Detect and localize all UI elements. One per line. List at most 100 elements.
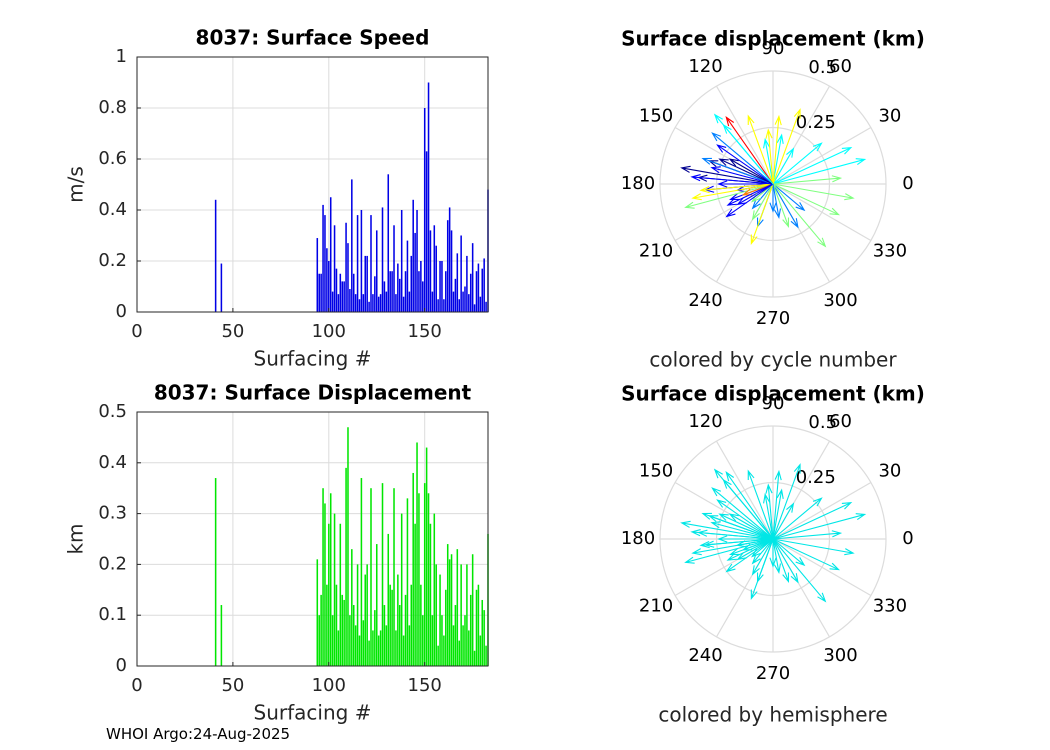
vector-arrow: [772, 497, 823, 540]
y-tick-label: 0.6: [98, 148, 127, 169]
bar: [377, 635, 380, 666]
bar: [402, 296, 405, 312]
bar: [418, 271, 420, 312]
angle-label: 150: [639, 106, 673, 127]
vector-arrow: [772, 147, 795, 185]
bar: [408, 625, 411, 666]
polar-chart-2: 0 30 60 90 120 150 180 210 240 270 300 330 0.25 0.5 Su…: [621, 382, 925, 727]
vector-arrow: [772, 538, 806, 567]
bar: [381, 207, 384, 312]
x-tick-label: 100: [312, 321, 346, 342]
vector-arrow: [769, 539, 777, 568]
polar-title: Surface displacement (km): [621, 382, 925, 406]
bar: [450, 554, 453, 666]
y-tick-label: 0.2: [98, 250, 127, 271]
bar: [320, 594, 322, 666]
vector-arrow: [772, 183, 799, 229]
bar: [437, 299, 439, 312]
y-tick-label: 0.8: [98, 97, 127, 118]
bar: [456, 549, 459, 666]
bar: [460, 564, 462, 666]
bar: [383, 281, 386, 312]
vector-arrow: [691, 183, 774, 201]
bar: [483, 258, 485, 312]
bar: [408, 291, 411, 312]
radial-tick-label: 0.5: [808, 412, 837, 433]
bar: [431, 291, 434, 312]
vector-arrow: [726, 538, 774, 561]
y-tick-label: 0.4: [98, 199, 127, 220]
vector-arrow: [717, 180, 773, 188]
vector-arrow: [772, 158, 867, 185]
vector-arrow: [725, 538, 774, 573]
vector-arrow: [701, 157, 774, 185]
vector-arrow: [725, 183, 774, 218]
bar: [410, 584, 413, 666]
bar: [214, 478, 217, 666]
y-tick-label: 0.3: [98, 503, 127, 524]
radial-tick-label: 0.5: [808, 57, 837, 78]
bar: [458, 640, 460, 666]
bar: [329, 493, 332, 666]
vector-arrow: [713, 468, 774, 540]
vector-arrow: [772, 183, 827, 248]
bar: [328, 523, 330, 666]
bar: [368, 640, 370, 666]
vector-arrow: [684, 183, 774, 209]
bar: [431, 615, 434, 666]
bar: [387, 174, 390, 312]
vector-arrow: [680, 520, 774, 540]
bar: [366, 255, 368, 312]
vector-arrow: [772, 183, 806, 212]
angle-label: 300: [823, 645, 857, 666]
y-tick-label: 1: [116, 46, 127, 67]
vector-arrow: [772, 142, 823, 185]
vector-arrow: [747, 469, 774, 540]
angle-label: 270: [756, 308, 790, 329]
bar: [439, 574, 441, 666]
vector-arrow: [736, 538, 774, 561]
bar: [337, 630, 340, 666]
bar: [473, 304, 476, 312]
vector-arrow: [772, 538, 799, 584]
bar: [452, 291, 455, 312]
bar: [351, 549, 353, 666]
vector-arrow: [711, 132, 774, 185]
angle-label: 30: [878, 461, 901, 482]
bar: [471, 554, 474, 666]
bar: [422, 281, 424, 312]
vector-arrow: [728, 513, 774, 540]
bar: [393, 488, 395, 666]
bar: [377, 296, 380, 312]
vector-arrow: [751, 183, 774, 210]
bar: [370, 215, 372, 312]
vector-arrow: [763, 492, 774, 540]
vector-arrow: [711, 487, 774, 540]
polar-chart-1: 0 30 60 90 120 150 180 210 240 270 300 330 0.25 0.5 Su…: [621, 27, 925, 372]
bar: [466, 255, 468, 312]
chart-title: 8037: Surface Speed: [196, 26, 430, 50]
bar: [387, 533, 390, 666]
polar-spoke: [772, 481, 872, 540]
bar: [402, 635, 405, 666]
vector-arrow: [772, 108, 801, 185]
footer-text: WHOI Argo:24-Aug-2025: [106, 725, 291, 743]
axes-box: [136, 411, 489, 667]
bar: [335, 268, 338, 312]
bar: [443, 299, 445, 312]
bar: [481, 268, 484, 312]
bar: [341, 594, 343, 666]
x-tick-label: 150: [408, 321, 442, 342]
x-axis-label: Surfacing #: [254, 701, 372, 725]
bar: [341, 281, 343, 312]
y-tick-label: 0: [116, 301, 127, 322]
bar: [331, 291, 334, 312]
angle-label: 120: [688, 56, 722, 77]
bar: [354, 625, 357, 666]
bar: [360, 210, 363, 312]
bar: [423, 108, 426, 312]
bar: [429, 230, 432, 312]
bar: [433, 225, 436, 312]
bar: [477, 263, 480, 312]
